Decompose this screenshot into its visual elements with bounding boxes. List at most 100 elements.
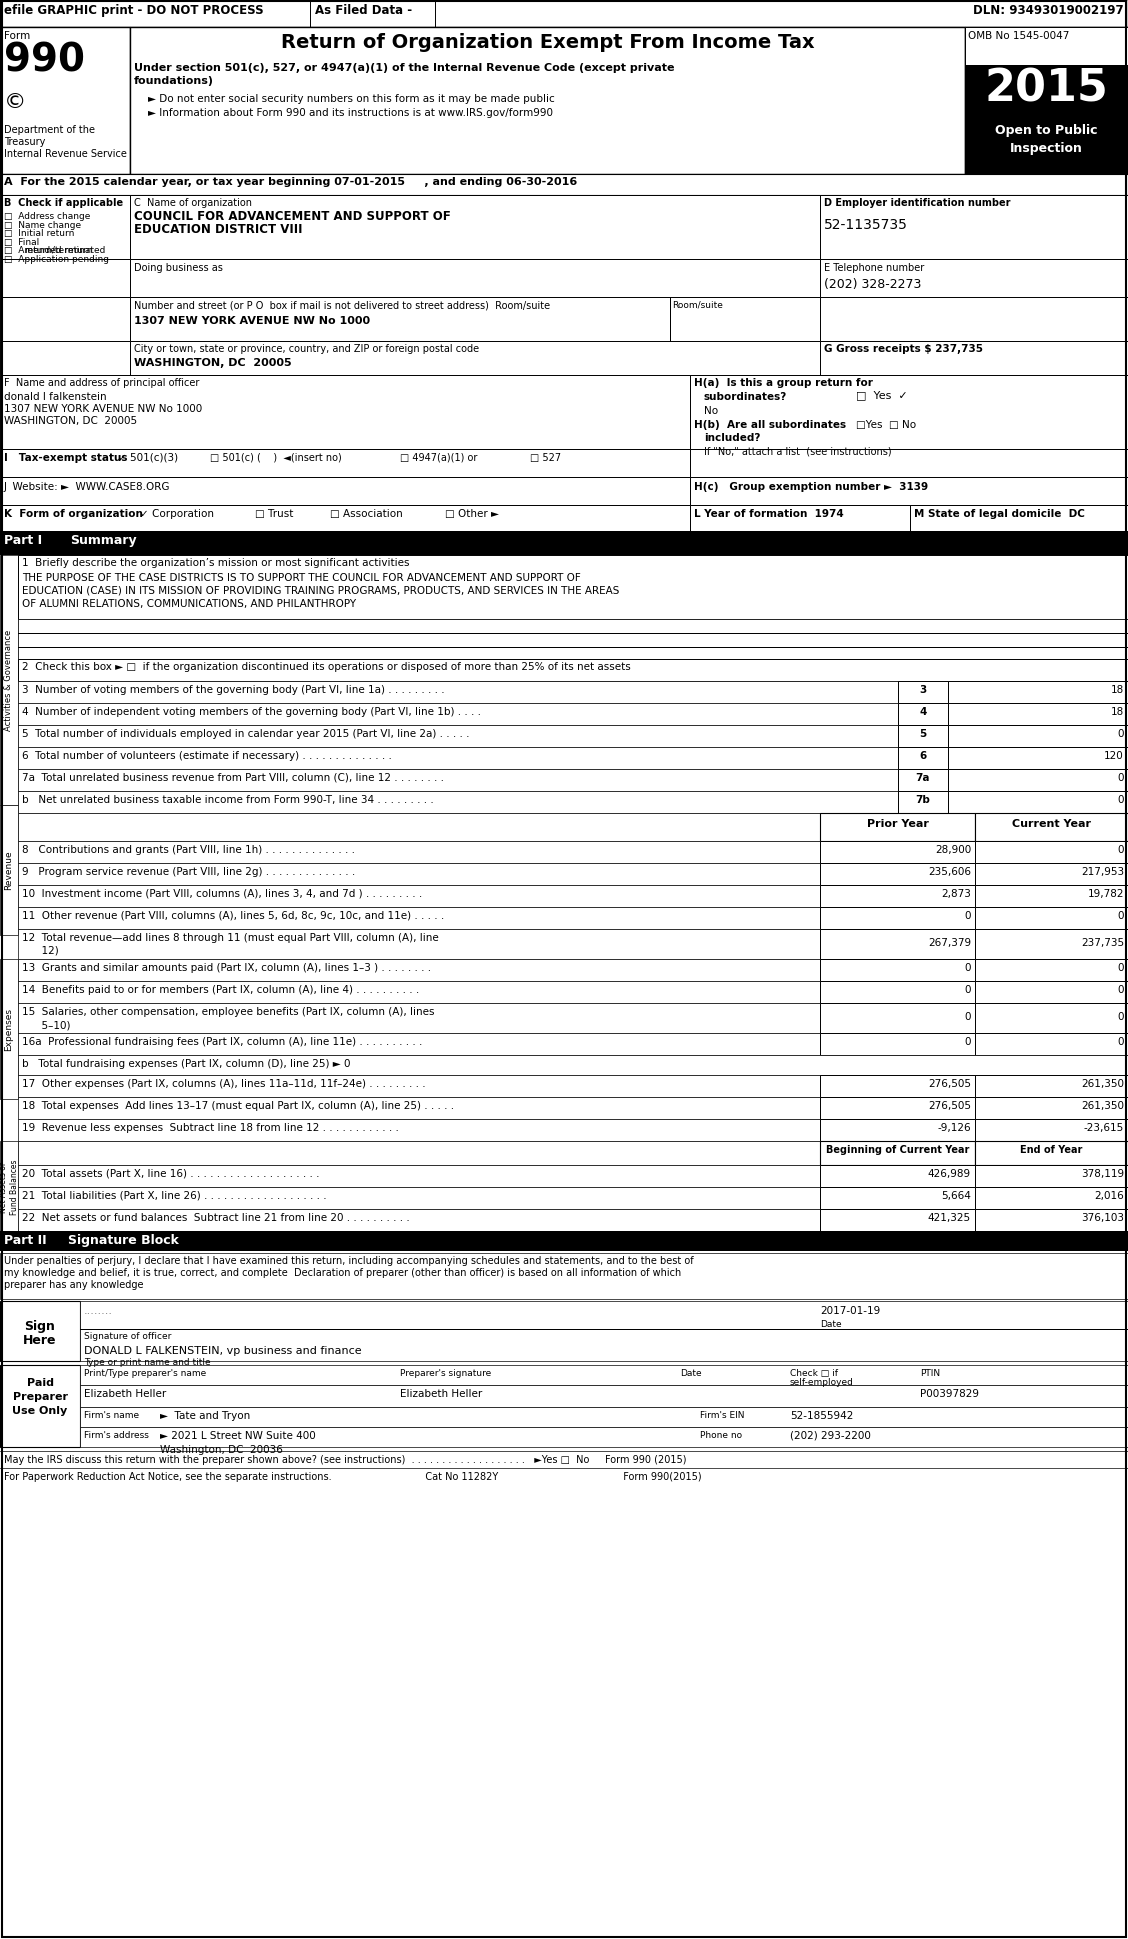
Bar <box>975 1119 1128 1142</box>
Text: Number and street (or P O  box if mail is not delivered to street address)  Room: Number and street (or P O box if mail is… <box>134 301 550 310</box>
Text: Summary: Summary <box>70 533 136 547</box>
Text: 0: 0 <box>1118 729 1123 739</box>
Text: 10  Investment income (Part VIII, columns (A), lines 3, 4, and 7d ) . . . . . . : 10 Investment income (Part VIII, columns… <box>23 888 422 898</box>
Text: □ Association: □ Association <box>331 508 403 520</box>
Text: 2,873: 2,873 <box>941 888 971 898</box>
Text: 0: 0 <box>1118 795 1123 805</box>
Text: I   Tax-exempt status: I Tax-exempt status <box>5 454 127 463</box>
Text: □  Application pending: □ Application pending <box>5 254 109 264</box>
Text: 18: 18 <box>1111 684 1123 694</box>
Text: H(c)   Group exemption number ►  3139: H(c) Group exemption number ► 3139 <box>694 481 928 493</box>
Bar <box>975 814 1128 842</box>
Text: 2015: 2015 <box>984 68 1108 111</box>
Bar <box>130 299 670 341</box>
Bar <box>18 1210 820 1231</box>
Bar <box>964 27 1128 175</box>
Bar <box>975 1076 1128 1097</box>
Bar <box>0 196 130 260</box>
Text: □  Amended return: □ Amended return <box>5 246 92 254</box>
Text: If "No," attach a list  (see instructions): If "No," attach a list (see instructions… <box>704 446 891 456</box>
Text: 1307 NEW YORK AVENUE NW No 1000: 1307 NEW YORK AVENUE NW No 1000 <box>134 316 370 326</box>
Bar <box>0 1142 18 1231</box>
Text: Use Only: Use Only <box>12 1406 68 1415</box>
Text: 120: 120 <box>1104 750 1123 760</box>
Bar <box>820 863 975 886</box>
Text: Part I: Part I <box>5 533 42 547</box>
Text: 12): 12) <box>23 946 59 956</box>
Text: 17  Other expenses (Part IX, columns (A), lines 11a–11d, 11f–24e) . . . . . . . : 17 Other expenses (Part IX, columns (A),… <box>23 1078 425 1088</box>
Text: my knowledge and belief, it is true, correct, and complete  Declaration of prepa: my knowledge and belief, it is true, cor… <box>5 1268 681 1278</box>
Bar <box>80 1427 1128 1446</box>
Bar <box>948 704 1128 725</box>
Text: 18  Total expenses  Add lines 13–17 (must equal Part IX, column (A), line 25) . : 18 Total expenses Add lines 13–17 (must … <box>23 1101 455 1111</box>
Bar <box>948 683 1128 704</box>
Bar <box>820 842 975 863</box>
Text: Date: Date <box>680 1369 702 1377</box>
Text: 217,953: 217,953 <box>1081 867 1123 876</box>
Text: No: No <box>704 405 719 415</box>
Bar <box>975 1165 1128 1187</box>
Text: 0: 0 <box>964 911 971 921</box>
Text: preparer has any knowledge: preparer has any knowledge <box>5 1280 143 1289</box>
Text: 22  Net assets or fund balances  Subtract line 21 from line 20 . . . . . . . . .: 22 Net assets or fund balances Subtract … <box>23 1212 409 1222</box>
Text: 0: 0 <box>964 985 971 995</box>
Bar <box>975 886 1128 907</box>
Bar <box>0 299 130 341</box>
Text: ✓ 501(c)(3): ✓ 501(c)(3) <box>118 454 178 463</box>
Text: 267,379: 267,379 <box>928 938 971 948</box>
Text: Firm's address: Firm's address <box>83 1431 149 1439</box>
Bar <box>0 27 130 175</box>
Text: 0: 0 <box>1118 962 1123 973</box>
Bar <box>80 1384 1128 1408</box>
Text: 52-1855942: 52-1855942 <box>790 1410 854 1419</box>
Text: May the IRS discuss this return with the preparer shown above? (see instructions: May the IRS discuss this return with the… <box>5 1454 687 1464</box>
Bar <box>0 1231 1128 1251</box>
Bar <box>820 1004 975 1033</box>
Text: subordinates?: subordinates? <box>704 392 787 401</box>
Text: 18: 18 <box>1111 706 1123 717</box>
Text: EDUCATION (CASE) IN ITS MISSION OF PROVIDING TRAINING PROGRAMS, PRODUCTS, AND SE: EDUCATION (CASE) IN ITS MISSION OF PROVI… <box>23 586 619 595</box>
Bar <box>690 376 1128 450</box>
Bar <box>898 725 948 748</box>
Text: ©: © <box>5 91 26 112</box>
Bar <box>975 1142 1128 1165</box>
Text: Firm's EIN: Firm's EIN <box>700 1410 744 1419</box>
Text: included?: included? <box>704 432 760 442</box>
Text: WASHINGTON, DC  20005: WASHINGTON, DC 20005 <box>134 359 292 368</box>
Bar <box>964 120 1128 175</box>
Text: 421,325: 421,325 <box>928 1212 971 1222</box>
Text: COUNCIL FOR ADVANCEMENT AND SUPPORT OF: COUNCIL FOR ADVANCEMENT AND SUPPORT OF <box>134 209 451 223</box>
Text: 19  Revenue less expenses  Subtract line 18 from line 12 . . . . . . . . . . . .: 19 Revenue less expenses Subtract line 1… <box>23 1123 399 1132</box>
Text: □  Yes  ✓: □ Yes ✓ <box>856 390 908 399</box>
Text: THE PURPOSE OF THE CASE DISTRICTS IS TO SUPPORT THE COUNCIL FOR ADVANCEMENT AND : THE PURPOSE OF THE CASE DISTRICTS IS TO … <box>23 572 581 584</box>
Bar <box>820 1119 975 1142</box>
Text: ........: ........ <box>83 1305 113 1315</box>
Bar <box>18 770 898 791</box>
Bar <box>690 506 910 531</box>
Bar <box>18 1187 820 1210</box>
Text: 3  Number of voting members of the governing body (Part VI, line 1a) . . . . . .: 3 Number of voting members of the govern… <box>23 684 444 694</box>
Text: 0: 0 <box>964 1037 971 1047</box>
Text: Here: Here <box>24 1334 56 1346</box>
Text: J  Website: ►  WWW.CASE8.ORG: J Website: ► WWW.CASE8.ORG <box>5 481 170 493</box>
Text: □  Final: □ Final <box>5 237 39 246</box>
Bar <box>820 929 975 960</box>
Text: 990: 990 <box>5 43 85 79</box>
Text: 2  Check this box ► □  if the organization discontinued its operations or dispos: 2 Check this box ► □ if the organization… <box>23 661 631 671</box>
Text: efile GRAPHIC print - DO NOT PROCESS: efile GRAPHIC print - DO NOT PROCESS <box>5 4 264 17</box>
Bar <box>18 634 1128 648</box>
Text: Date: Date <box>820 1319 841 1328</box>
Bar <box>0 376 690 450</box>
Text: Treasury: Treasury <box>5 138 45 147</box>
Text: □ 527: □ 527 <box>530 454 561 463</box>
Bar <box>80 1408 1128 1427</box>
Bar <box>18 556 1128 620</box>
Bar <box>80 1330 1128 1361</box>
Text: 0: 0 <box>964 1012 971 1022</box>
Bar <box>975 1004 1128 1033</box>
Bar <box>18 1004 820 1033</box>
Bar <box>898 791 948 814</box>
Text: H(b)  Are all subordinates: H(b) Are all subordinates <box>694 419 846 430</box>
Text: Net Assets or
Fund Balances: Net Assets or Fund Balances <box>0 1160 19 1214</box>
Bar <box>0 341 130 376</box>
